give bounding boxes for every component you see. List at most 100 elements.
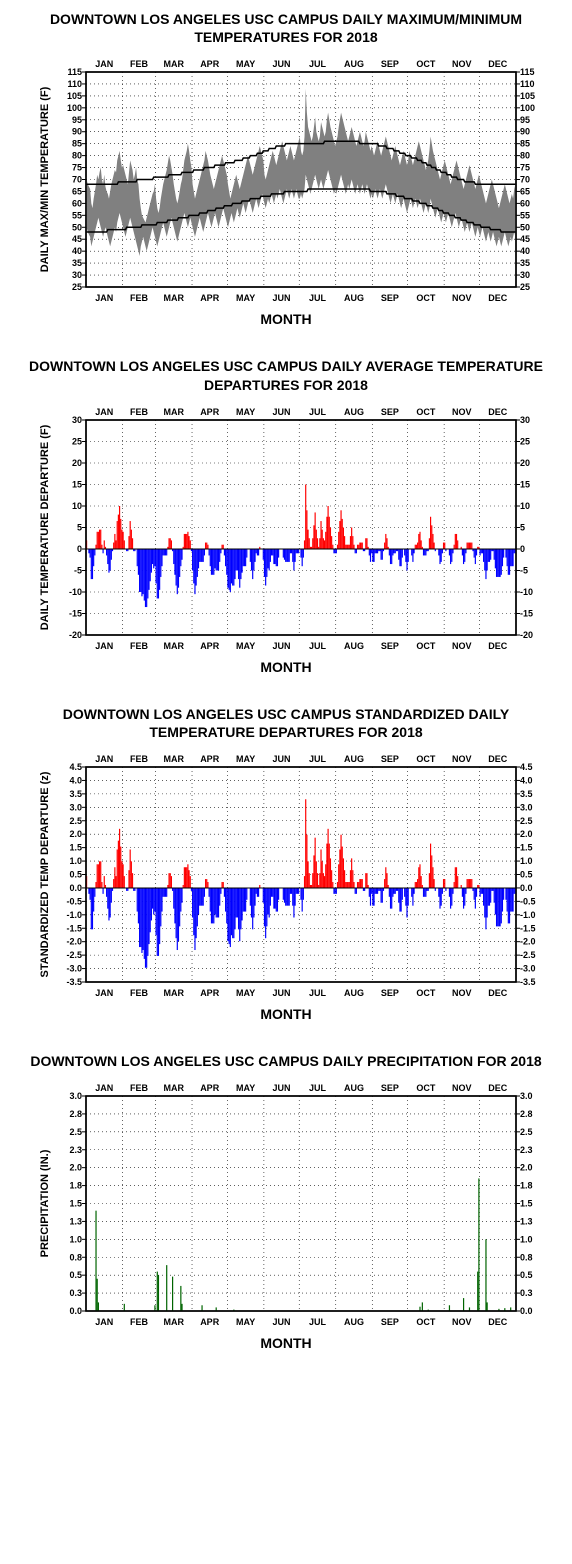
svg-text:JUN: JUN bbox=[273, 407, 291, 417]
svg-text:-3.0: -3.0 bbox=[520, 964, 536, 974]
svg-text:JUL: JUL bbox=[309, 59, 327, 69]
svg-text:JAN: JAN bbox=[95, 641, 113, 651]
chart3-title: DOWNTOWN LOS ANGELES USC CAMPUS STANDARD… bbox=[10, 705, 562, 741]
svg-text:-1.0: -1.0 bbox=[520, 910, 536, 920]
svg-text:AUG: AUG bbox=[344, 1083, 364, 1093]
svg-text:35: 35 bbox=[520, 258, 530, 268]
svg-text:90: 90 bbox=[520, 127, 530, 137]
svg-text:MAR: MAR bbox=[164, 1317, 185, 1327]
svg-text:FEB: FEB bbox=[130, 1083, 149, 1093]
svg-text:FEB: FEB bbox=[130, 293, 149, 303]
chart3-xlabel: MONTH bbox=[10, 1006, 562, 1022]
svg-text:0.0: 0.0 bbox=[69, 1306, 82, 1316]
svg-text:DEC: DEC bbox=[488, 407, 508, 417]
svg-text:JUN: JUN bbox=[273, 293, 291, 303]
svg-text:70: 70 bbox=[520, 175, 530, 185]
svg-text:30: 30 bbox=[520, 270, 530, 280]
svg-text:NOV: NOV bbox=[452, 1317, 472, 1327]
svg-text:DAILY MAX/MIN TEMPERATURE (F): DAILY MAX/MIN TEMPERATURE (F) bbox=[39, 87, 51, 273]
svg-text:75: 75 bbox=[72, 163, 82, 173]
svg-text:DEC: DEC bbox=[488, 293, 508, 303]
svg-text:0.0: 0.0 bbox=[520, 883, 533, 893]
svg-text:MAR: MAR bbox=[164, 293, 185, 303]
svg-text:40: 40 bbox=[72, 247, 82, 257]
svg-text:JUL: JUL bbox=[309, 293, 327, 303]
svg-text:APR: APR bbox=[200, 1083, 220, 1093]
svg-text:40: 40 bbox=[520, 247, 530, 257]
svg-text:25: 25 bbox=[72, 436, 82, 446]
svg-text:4.0: 4.0 bbox=[69, 776, 82, 786]
svg-text:3.0: 3.0 bbox=[69, 1091, 82, 1101]
svg-text:DEC: DEC bbox=[488, 1317, 508, 1327]
svg-text:JAN: JAN bbox=[95, 293, 113, 303]
svg-text:25: 25 bbox=[520, 436, 530, 446]
svg-text:-2.0: -2.0 bbox=[66, 937, 82, 947]
svg-text:2.5: 2.5 bbox=[69, 816, 82, 826]
svg-text:-5: -5 bbox=[74, 565, 82, 575]
svg-text:85: 85 bbox=[520, 139, 530, 149]
chart1-xlabel: MONTH bbox=[10, 311, 562, 327]
svg-text:MAR: MAR bbox=[164, 59, 185, 69]
svg-text:JUN: JUN bbox=[273, 988, 291, 998]
svg-text:75: 75 bbox=[520, 163, 530, 173]
svg-text:MAY: MAY bbox=[236, 293, 255, 303]
svg-text:MAR: MAR bbox=[164, 988, 185, 998]
svg-text:1.8: 1.8 bbox=[69, 1181, 82, 1191]
svg-text:JUL: JUL bbox=[309, 641, 327, 651]
svg-text:NOV: NOV bbox=[452, 754, 472, 764]
svg-text:95: 95 bbox=[520, 115, 530, 125]
svg-text:-20: -20 bbox=[520, 630, 533, 640]
svg-text:3.0: 3.0 bbox=[520, 1091, 533, 1101]
svg-text:4.5: 4.5 bbox=[520, 762, 533, 772]
svg-text:2.3: 2.3 bbox=[520, 1145, 533, 1155]
svg-text:60: 60 bbox=[520, 199, 530, 209]
svg-text:MAR: MAR bbox=[164, 641, 185, 651]
svg-text:0.5: 0.5 bbox=[520, 870, 533, 880]
svg-text:MAR: MAR bbox=[164, 407, 185, 417]
svg-text:2.3: 2.3 bbox=[69, 1145, 82, 1155]
svg-text:15: 15 bbox=[520, 479, 530, 489]
svg-text:-2.5: -2.5 bbox=[520, 950, 536, 960]
svg-text:2.8: 2.8 bbox=[69, 1109, 82, 1119]
svg-text:100: 100 bbox=[67, 103, 82, 113]
svg-text:5: 5 bbox=[77, 522, 82, 532]
svg-text:JAN: JAN bbox=[95, 988, 113, 998]
svg-text:-3.0: -3.0 bbox=[66, 964, 82, 974]
svg-text:45: 45 bbox=[520, 235, 530, 245]
svg-text:JUL: JUL bbox=[309, 1317, 327, 1327]
svg-text:JAN: JAN bbox=[95, 407, 113, 417]
svg-text:5: 5 bbox=[520, 522, 525, 532]
svg-text:JUN: JUN bbox=[273, 59, 291, 69]
svg-text:-15: -15 bbox=[69, 608, 82, 618]
chart1-svg: JANJANFEBFEBMARMARAPRAPRMAYMAYJUNJUNJULJ… bbox=[10, 50, 562, 309]
svg-text:AUG: AUG bbox=[344, 988, 364, 998]
svg-text:SEP: SEP bbox=[381, 1083, 399, 1093]
svg-text:NOV: NOV bbox=[452, 293, 472, 303]
svg-text:-15: -15 bbox=[520, 608, 533, 618]
svg-text:0.0: 0.0 bbox=[520, 1306, 533, 1316]
svg-text:MAY: MAY bbox=[236, 641, 255, 651]
svg-text:25: 25 bbox=[520, 282, 530, 292]
svg-text:0.8: 0.8 bbox=[520, 1253, 533, 1263]
svg-text:SEP: SEP bbox=[381, 754, 399, 764]
svg-text:1.0: 1.0 bbox=[69, 856, 82, 866]
svg-text:DEC: DEC bbox=[488, 641, 508, 651]
svg-text:1.8: 1.8 bbox=[520, 1181, 533, 1191]
svg-text:MAY: MAY bbox=[236, 1317, 255, 1327]
svg-text:JUL: JUL bbox=[309, 1083, 327, 1093]
svg-text:2.0: 2.0 bbox=[69, 829, 82, 839]
svg-text:50: 50 bbox=[520, 223, 530, 233]
svg-text:-3.5: -3.5 bbox=[520, 977, 536, 987]
svg-text:50: 50 bbox=[72, 223, 82, 233]
chart1-title: DOWNTOWN LOS ANGELES USC CAMPUS DAILY MA… bbox=[10, 10, 562, 46]
svg-text:0.5: 0.5 bbox=[69, 1270, 82, 1280]
svg-text:JAN: JAN bbox=[95, 754, 113, 764]
svg-text:-20: -20 bbox=[69, 630, 82, 640]
svg-text:20: 20 bbox=[72, 458, 82, 468]
svg-text:0.5: 0.5 bbox=[69, 870, 82, 880]
svg-text:APR: APR bbox=[200, 1317, 220, 1327]
svg-text:0: 0 bbox=[520, 544, 525, 554]
svg-text:-10: -10 bbox=[69, 587, 82, 597]
svg-text:SEP: SEP bbox=[381, 293, 399, 303]
svg-text:0.8: 0.8 bbox=[69, 1253, 82, 1263]
